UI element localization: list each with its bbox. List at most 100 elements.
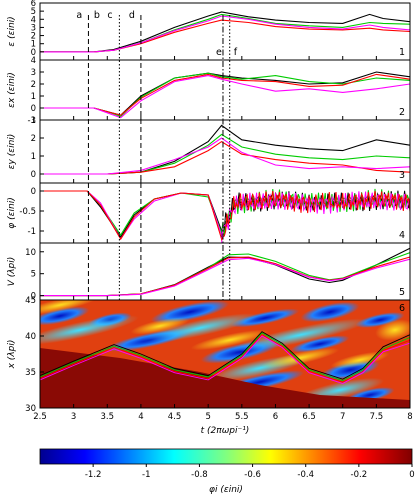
series-1-3 (40, 15, 411, 53)
heatmap-region-18 (130, 317, 190, 335)
phase-label-f: f (234, 47, 238, 58)
colorbar-tick-label-0: -1.2 (85, 470, 102, 480)
xtick-label-7: 6 (273, 412, 278, 422)
colorbar: -1.2 -1 -0.8 -0.6 -0.4 -0.2 0 φi (εini) (39, 448, 415, 495)
panel-frame-6 (39, 299, 411, 409)
x-axis-label: t (2πωpi⁻¹) (201, 426, 250, 436)
ytick-label-6-0: 30 (25, 404, 36, 414)
ylabel-5: V (λpi) (7, 257, 17, 287)
heatmap-region-19 (190, 329, 270, 351)
ytick-label-4-0: -1 (28, 227, 36, 237)
panel-number-5: 5 (399, 287, 405, 298)
panel-number-1: 1 (399, 47, 405, 58)
ytick-label-1-5: 5 (31, 7, 36, 17)
ytick-label-4-2: 0 (31, 187, 36, 197)
heatmap-region-8 (290, 335, 350, 353)
panel-bg-3 (40, 120, 410, 183)
xtick-label-3: 4 (138, 412, 143, 422)
colorbar-tick-label-3: -0.6 (244, 470, 261, 480)
panel-4 (40, 183, 411, 244)
xtick-label-2: 3.5 (101, 412, 115, 422)
series-2-3 (40, 75, 411, 119)
panel-number-4: 4 (399, 230, 405, 241)
heatmap-region-20 (260, 347, 340, 369)
colorbar-tick-label-4: -0.4 (297, 470, 314, 480)
ylabel-3: εy (εini) (7, 134, 17, 170)
xtick-label-1: 3 (71, 412, 76, 422)
ytick-label-1-0: 0 (31, 48, 36, 58)
panel-1 (40, 3, 411, 60)
ytick-label-1-3: 3 (31, 23, 36, 33)
ylabel-6: x (λpi) (7, 340, 17, 370)
ytick-label-4-1: -0.5 (19, 207, 36, 217)
panel-bg-5 (40, 243, 410, 300)
ytick-label-5-1: 5 (31, 270, 36, 280)
xtick-label-11: 8 (407, 412, 412, 422)
panel-bg-2 (40, 60, 410, 120)
heatmap-region-14 (231, 318, 369, 352)
noise-4-3 (221, 190, 411, 241)
heatmap-dark-region (40, 348, 410, 408)
colorbar-tick-label-6: 0 (409, 470, 414, 480)
ytick-label-2-2: 1 (31, 92, 36, 102)
colorbar-strip (39, 448, 413, 465)
phase-label-b: b (94, 10, 100, 21)
heatmap-region-13 (141, 313, 259, 343)
series-6-0 (40, 331, 410, 380)
ytick-label-1-2: 2 (31, 32, 36, 42)
ytick-label-2-4: 3 (31, 68, 36, 78)
ytick-label-6-1: 35 (25, 368, 36, 378)
ytick-label-1-6: 6 (31, 0, 36, 9)
panel-2 (40, 60, 411, 120)
ytick-label-2-3: 2 (31, 80, 36, 90)
heatmap-region-5 (355, 312, 405, 328)
series-6-1 (40, 332, 410, 382)
series-6-3 (40, 335, 410, 384)
ytick-label-3-0: 0 (31, 170, 36, 180)
heatmap-region-4 (300, 301, 360, 323)
ylabel-2: εx (εini) (7, 72, 17, 108)
series-1-0 (40, 11, 411, 53)
x-axis: 2.5 3 3.5 4 4.5 5 5.5 6 6.5 7 7.5 8 t (2πωpi⁻¹) (33, 412, 412, 436)
panel-number-3: 3 (399, 170, 405, 181)
xtick-label-10: 7.5 (370, 412, 384, 422)
ytick-label-5-0: 0 (31, 292, 36, 302)
ytick-label-6-3: 45 (25, 296, 36, 306)
ylabel-4: φ (εini) (7, 197, 17, 228)
ytick-label-3-1: 1 (31, 152, 36, 162)
ytick-label-1-4: 4 (31, 15, 36, 25)
series-3-3 (40, 137, 411, 175)
panel-3 (40, 120, 411, 183)
ytick-label-1-1: 1 (31, 40, 36, 50)
series-2-2 (40, 73, 411, 116)
panel-number-2: 2 (399, 107, 405, 118)
ylabel-1: ε (εini) (7, 16, 17, 46)
phase-label-e: e (216, 47, 222, 58)
panel-5 (40, 243, 411, 300)
ytick-label-6-2: 40 (25, 332, 36, 342)
xtick-label-8: 6.5 (302, 412, 316, 422)
colorbar-tick-label-5: -0.2 (351, 470, 368, 480)
colorbar-tick-label-1: -1 (142, 470, 150, 480)
colorbar-label: φi (εini) (209, 485, 243, 495)
ytick-label-2-0: -1 (28, 116, 36, 126)
series-5-3 (40, 257, 411, 297)
phase-label-c: c (107, 10, 112, 21)
heatmap (40, 300, 410, 408)
ytick-label-3-3: 3 (31, 116, 36, 126)
heatmap-region-2 (150, 300, 230, 324)
xtick-label-6: 5.5 (235, 412, 249, 422)
xtick-label-0: 2.5 (33, 412, 47, 422)
phase-label-d: d (129, 10, 135, 21)
ytick-label-5-2: 10 (25, 248, 36, 258)
series-3-2 (40, 140, 411, 175)
ytick-label-2-5: 4 (31, 56, 36, 66)
phase-label-a: a (76, 10, 82, 21)
panel-number-6: 6 (399, 303, 405, 314)
colorbar-tick-label-2: -0.8 (191, 470, 208, 480)
xtick-label-4: 4.5 (168, 412, 182, 422)
ytick-label-3-2: 2 (31, 134, 36, 144)
xtick-label-9: 7 (340, 412, 345, 422)
xtick-label-5: 5 (205, 412, 210, 422)
